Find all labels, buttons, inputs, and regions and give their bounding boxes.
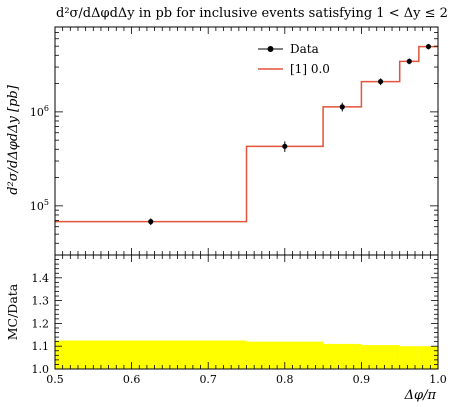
- ratio-y-tick-label-0: 1.0: [32, 363, 50, 376]
- x-axis-label: Δφ/π: [404, 388, 437, 403]
- chart-title: d²σ/dΔφdΔy in pb for inclusive events sa…: [56, 6, 448, 21]
- legend-data-label: Data: [290, 42, 319, 56]
- data-point-3: [377, 78, 384, 85]
- prediction-histogram: [55, 45, 438, 223]
- y-tick-label-0: 105: [30, 198, 49, 213]
- ratio-band-bin-0: [55, 340, 247, 369]
- mc-step-line: [55, 45, 438, 223]
- legend: Data [1] 0.0: [258, 42, 330, 76]
- legend-data-marker: [267, 46, 274, 52]
- axis-ticks: [54, 26, 439, 370]
- main-y-axis-label: d²σ/dΔφdΔy [pb]: [6, 84, 21, 195]
- ratio-y-tick-label-1: 1.1: [32, 340, 50, 353]
- data-point-2: [339, 104, 345, 110]
- legend-mc-label: [1] 0.0: [290, 62, 330, 76]
- data-point-1: [282, 143, 288, 149]
- ratio-y-tick-label-3: 1.3: [32, 295, 50, 308]
- x-tick-label-2: 0.7: [199, 373, 217, 386]
- x-tick-label-3: 0.8: [276, 373, 294, 386]
- ratio-band-bin-2: [323, 343, 362, 369]
- ratio-band-bin-4: [399, 346, 419, 369]
- x-tick-label-4: 0.9: [353, 373, 371, 386]
- mc-data-band: [55, 340, 438, 369]
- x-tick-label-1: 0.6: [123, 373, 141, 386]
- ratio-y-tick-label-2: 1.2: [32, 317, 50, 330]
- axis-labels: 0.5 0.6 0.7 0.8 0.9 1.0 105 106 1.0 1.1 1.2 1.3 1.4: [30, 104, 447, 386]
- x-tick-label-0: 0.5: [46, 373, 64, 386]
- ratio-band-bin-3: [361, 345, 400, 369]
- data-point-4: [406, 58, 412, 64]
- ratio-y-axis-label: MC/Data: [5, 283, 20, 340]
- data-points: [148, 43, 432, 226]
- x-tick-label-5: 1.0: [429, 373, 447, 386]
- data-point-0: [148, 218, 154, 225]
- ratio-band-bin-5: [418, 346, 438, 369]
- ratio-y-tick-label-4: 1.4: [32, 272, 50, 285]
- data-point-5: [425, 43, 432, 50]
- y-tick-label-1: 106: [30, 104, 49, 119]
